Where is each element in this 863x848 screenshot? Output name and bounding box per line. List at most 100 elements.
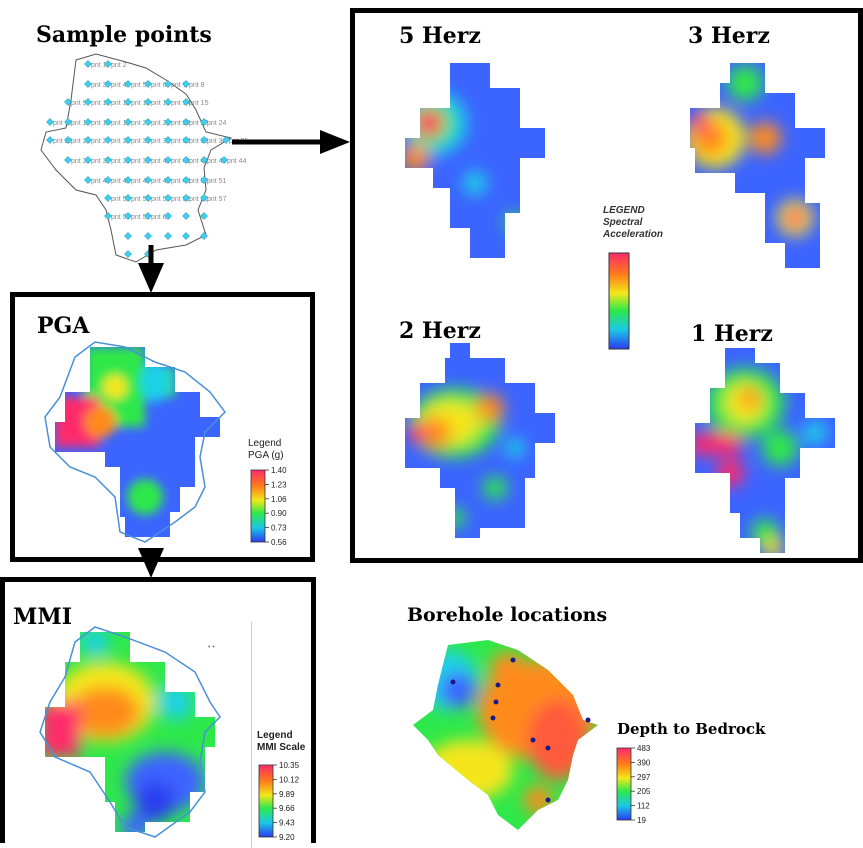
- sample-point-label: pnt 1: [91, 62, 107, 69]
- pga-legend: 1.40 1.23 1.06 0.90 0.73 0.56: [250, 466, 287, 547]
- sample-point-label: pnt 11: [111, 100, 130, 107]
- sample-point: [104, 156, 112, 164]
- sample-point-label: pnt 7: [171, 82, 187, 89]
- sample-point-label: pnt 32: [171, 138, 191, 145]
- sample-point: [164, 118, 172, 126]
- legend-tick-label: 483: [637, 744, 651, 753]
- sample-point: [144, 176, 152, 184]
- sample-point-label: pnt 45: [91, 178, 111, 185]
- sample-point-label: pnt 14: [171, 100, 191, 107]
- sample-point: [124, 250, 132, 258]
- sample-point: [182, 80, 190, 88]
- spectral-map-2hz: [405, 343, 555, 538]
- sample-point-label: pnt 28: [111, 138, 131, 145]
- sample-point-label: pnt 8: [189, 82, 205, 89]
- sample-point-label: pnt 41: [171, 158, 191, 165]
- sample-point-label: pnt 47: [131, 178, 151, 185]
- spectral-legend-line2: Spectral: [603, 217, 643, 228]
- pga-panel: PGA Legend PGA (g) 1.40 1.23 1.06 0.90 0.73 0…: [10, 292, 315, 562]
- spectral-legend-ramp: [608, 252, 630, 350]
- sample-point-label: pnt 56: [189, 196, 209, 203]
- sample-point-label: pnt 16: [53, 120, 73, 127]
- spectral-panel: 5 Herz 3 Herz 2 Herz 1 Herz: [350, 8, 863, 563]
- sample-point-label: pnt 58: [111, 214, 131, 221]
- sample-point: [124, 212, 132, 220]
- borehole-legend: 483 390 297 205 112 19: [616, 744, 651, 825]
- sample-point-label: pnt 34: [207, 138, 227, 145]
- sample-point-label: pnt 30: [131, 138, 151, 145]
- sample-point: [104, 194, 112, 202]
- legend-ramp: [616, 747, 632, 821]
- sample-point-label: pnt 46: [111, 178, 131, 185]
- map-title-2hz: 2 Herz: [399, 318, 481, 344]
- sample-point: [200, 212, 208, 220]
- legend-ramp: [250, 469, 266, 543]
- sample-point: [124, 80, 132, 88]
- sample-point-label: pnt 60: [151, 214, 171, 221]
- legend-tick-label: 10.12: [279, 775, 300, 784]
- sample-point-label: pnt 12: [131, 100, 151, 107]
- sample-point-label: pnt 15: [189, 100, 209, 107]
- sample-point-label: pnt 54: [151, 196, 171, 203]
- sample-point: [164, 136, 172, 144]
- sample-point-label: pnt 17: [71, 120, 91, 127]
- mmi-legend: 10.35 10.12 9.89 9.66 9.43 9.20: [258, 761, 300, 842]
- mmi-legend-title: Legend MMI Scale: [257, 730, 305, 754]
- pga-legend-line1: Legend: [248, 438, 282, 449]
- borehole-marker: [545, 745, 551, 751]
- sample-point: [200, 176, 208, 184]
- sample-point: [200, 136, 208, 144]
- sample-point: [104, 98, 112, 106]
- sample-point-label: pnt 50: [189, 178, 209, 185]
- sample-point: [182, 232, 190, 240]
- sample-area-outline: [40, 53, 233, 263]
- sample-point: [144, 136, 152, 144]
- legend-tick-label: 0.73: [271, 524, 287, 533]
- sample-point: [182, 98, 190, 106]
- legend-ramp: [258, 764, 274, 838]
- sample-point: [64, 136, 72, 144]
- sample-point: [164, 212, 172, 220]
- sample-point-label: pnt 44: [227, 158, 247, 165]
- sample-point: [182, 176, 190, 184]
- legend-tick-label: 19: [637, 816, 646, 825]
- sample-point-label: pnt 5: [131, 82, 147, 89]
- sample-point-label: pnt 13: [151, 100, 171, 107]
- sample-point-label: pnt 6: [151, 82, 167, 89]
- sample-point: [182, 156, 190, 164]
- sample-point-label: pnt 23: [189, 120, 209, 127]
- sample-point-label: pnt 37: [91, 158, 111, 165]
- legend-tick-label: 390: [637, 758, 651, 767]
- map-title-5hz: 5 Herz: [399, 23, 481, 49]
- legend-tick-label: 205: [637, 787, 651, 796]
- pga-legend-line2: PGA (g): [248, 450, 284, 461]
- arrow-down-pga: [138, 245, 164, 293]
- sample-point: [144, 98, 152, 106]
- sample-point-label: pnt 36: [71, 158, 91, 165]
- spectral-legend-title: LEGEND Spectral Acceleration: [603, 205, 663, 241]
- sample-point-label: pnt 57: [207, 196, 227, 203]
- sample-point: [124, 232, 132, 240]
- sample-point: [104, 118, 112, 126]
- sample-point-label: pnt 10: [91, 100, 111, 107]
- sample-point: [144, 118, 152, 126]
- borehole-marker: [510, 657, 516, 663]
- sample-point: [144, 80, 152, 88]
- sample-point-label: pnt 26: [71, 138, 91, 145]
- legend-tick-label: 1.06: [271, 495, 287, 504]
- sample-point-label: pnt 33: [189, 138, 209, 145]
- map-title-3hz: 3 Herz: [688, 23, 770, 49]
- sample-point: [164, 156, 172, 164]
- sample-point: [182, 118, 190, 126]
- sample-point-label: pnt 55: [171, 196, 191, 203]
- sample-point-label: pnt 24: [207, 120, 227, 127]
- legend-tick-label: 112: [637, 802, 650, 811]
- arrow-down-mmi: [138, 548, 164, 578]
- sample-point: [84, 176, 92, 184]
- pga-outline: [44, 341, 226, 543]
- sample-point: [64, 156, 72, 164]
- sample-point: [144, 232, 152, 240]
- sample-point: [84, 60, 92, 68]
- sample-point: [200, 156, 208, 164]
- sample-point: [104, 176, 112, 184]
